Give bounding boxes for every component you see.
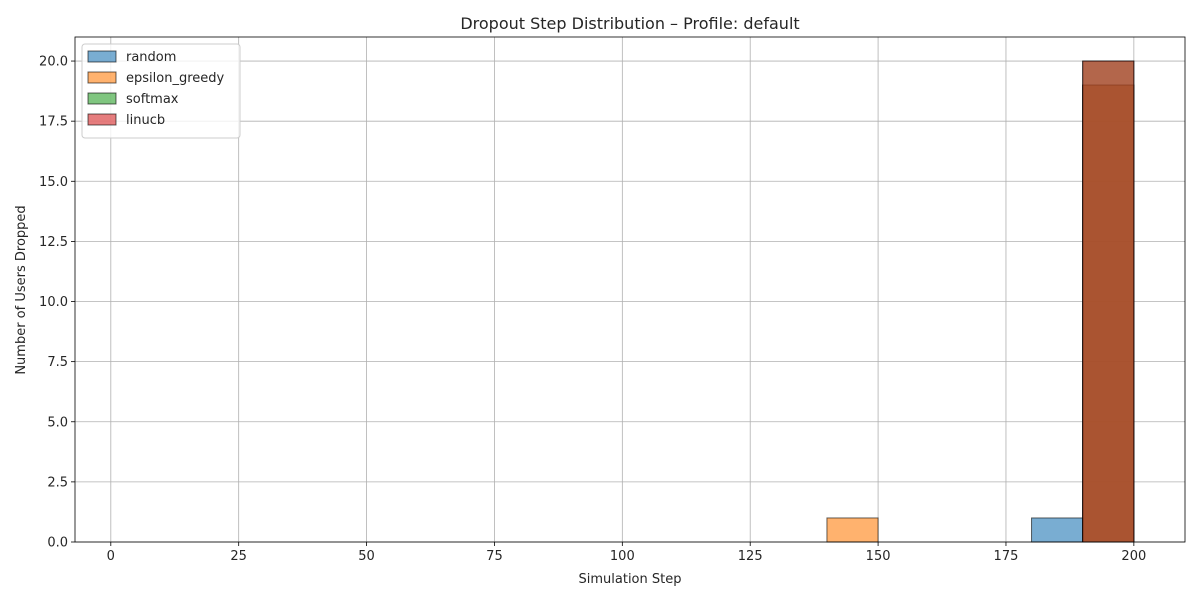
x-tick-label: 200 [1121,549,1146,564]
legend-label-epsilon_greedy: epsilon_greedy [126,71,224,86]
y-tick-label: 2.5 [47,475,68,490]
chart-title: Dropout Step Distribution – Profile: def… [460,14,799,33]
y-tick-label: 10.0 [39,295,68,310]
x-tick-label: 100 [610,549,635,564]
x-tick-label: 50 [358,549,375,564]
legend-swatch-softmax [87,92,117,105]
bar-random-bin-18 [1031,517,1084,543]
x-tick-label: 25 [230,549,247,564]
y-tick-label: 20.0 [39,55,68,70]
legend-swatch-epsilon_greedy [87,71,117,84]
plot-frame [74,36,1186,543]
y-axis-label: Number of Users Dropped [14,205,29,374]
legend-label-random: random [126,50,176,65]
bar-epsilon_greedy-bin-14 [826,517,879,543]
x-tick-label: 150 [866,549,891,564]
y-tick-label: 5.0 [47,415,68,430]
y-tick-label: 12.5 [39,235,68,250]
legend-swatch-random [87,50,117,63]
y-tick-label: 15.0 [39,175,68,190]
bar-linucb-bin-19 [1082,60,1135,543]
y-tick-label: 0.0 [47,536,68,551]
bars-layer [826,60,1135,543]
x-axis-label: Simulation Step [579,572,682,587]
axes-layer: 0 25 50 75 100 125 150 175 200 0.0 2.5 5.0 7.5 10.0 12… [39,36,1186,564]
x-tick-label: 125 [738,549,763,564]
y-tick-label: 17.5 [39,115,68,130]
legend-label-softmax: softmax [126,92,179,107]
x-tick-label: 175 [994,549,1019,564]
legend-label-linucb: linucb [126,113,165,128]
legend-box [81,43,241,139]
legend-swatch-linucb [87,113,117,126]
y-tick-label: 7.5 [47,355,68,370]
x-tick-label: 0 [107,549,115,564]
x-tick-label: 75 [486,549,503,564]
